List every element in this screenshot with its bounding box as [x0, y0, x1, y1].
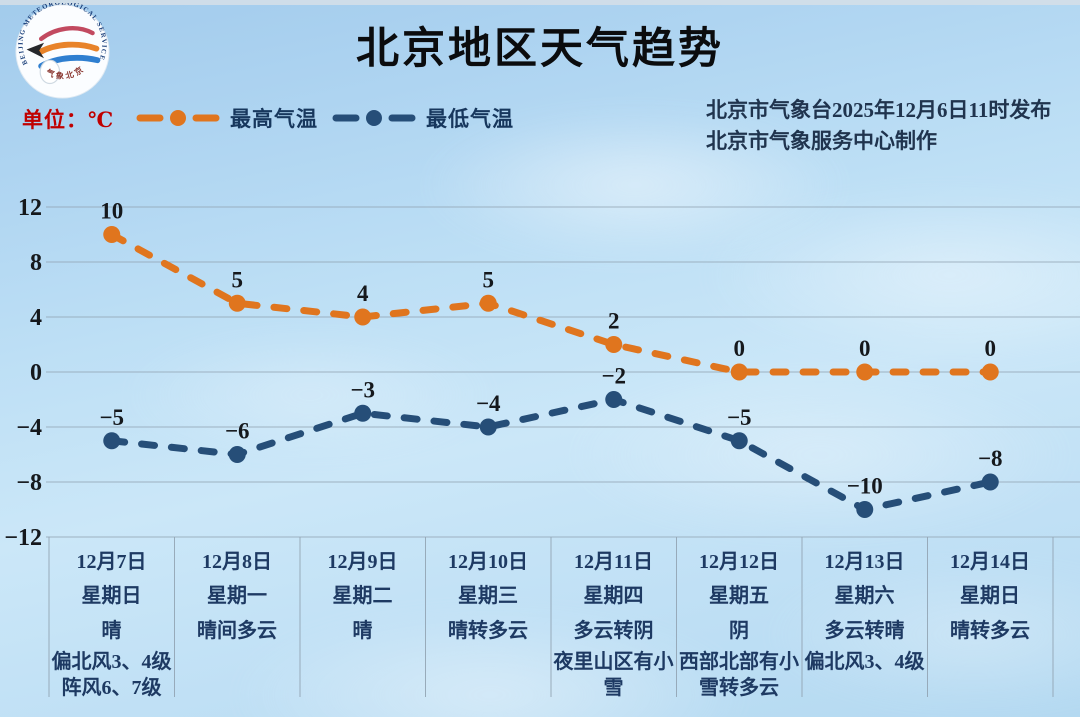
legend-label-low: 最低气温	[426, 107, 514, 131]
high-temp-line-icon	[136, 110, 220, 126]
data-point	[856, 363, 874, 381]
data-point	[103, 432, 121, 450]
legend-item-high: 最高气温	[136, 103, 318, 133]
logo-orange-swoosh	[36, 41, 100, 56]
logo-bulb-icon	[39, 59, 61, 85]
data-label: 10	[100, 199, 123, 224]
y-tick-label: −12	[4, 525, 42, 551]
legend: 最高气温 最低气温	[136, 103, 514, 133]
logo-arrow-icon	[26, 42, 45, 59]
data-point	[730, 363, 748, 381]
data-point	[605, 391, 623, 408]
high-temp-series: 10 5 4 5 2 0 0 0	[100, 199, 999, 381]
y-tick-label: 8	[30, 250, 42, 276]
publisher-info: 北京市气象台2025年12月6日11时发布 北京市气象服务中心制作	[706, 95, 1051, 157]
data-point	[354, 308, 372, 326]
low-temp-series: −5 −6 −3 −4 −2 −5 −10 −8	[99, 364, 1003, 518]
data-point	[479, 418, 497, 436]
table-borders	[48, 537, 1054, 697]
data-label: −5	[727, 405, 752, 430]
publisher-line2: 北京市气象服务中心制作	[706, 129, 937, 153]
data-label: 4	[357, 281, 369, 306]
cloud-shape	[120, 330, 500, 460]
data-point	[103, 226, 121, 243]
legend-label-high: 最高气温	[230, 107, 318, 131]
y-tick-label: 4	[30, 305, 42, 331]
y-axis-labels: 12 8 4 0 −4 −8 −12	[4, 195, 42, 551]
data-label: 5	[483, 267, 495, 292]
data-label: −6	[225, 419, 250, 444]
cloud-shape	[560, 370, 1080, 540]
cloud-shape	[700, 190, 1080, 360]
top-strip	[0, 0, 1080, 5]
y-tick-label: −4	[16, 415, 42, 441]
gridlines	[46, 206, 1080, 538]
cloud-shape	[420, 110, 850, 260]
data-point	[730, 432, 748, 450]
y-tick-label: 0	[30, 360, 42, 386]
data-point	[479, 294, 497, 312]
data-point	[354, 404, 372, 422]
legend-item-low: 最低气温	[332, 103, 514, 133]
data-label: −10	[847, 474, 883, 499]
data-label: 0	[734, 336, 746, 361]
data-point	[981, 473, 999, 491]
data-label: −3	[350, 377, 375, 402]
data-label: −4	[476, 391, 501, 416]
series-line	[108, 396, 994, 513]
logo-red-swoosh	[38, 26, 95, 42]
data-label: 0	[985, 336, 997, 361]
data-point	[605, 336, 623, 353]
data-point	[981, 363, 999, 381]
data-label: −2	[601, 364, 626, 389]
data-label: −8	[978, 446, 1003, 471]
data-label: 0	[859, 336, 871, 361]
unit-label: 单位：℃	[22, 108, 115, 132]
data-point	[228, 294, 246, 312]
series-line	[108, 231, 994, 376]
y-tick-label: 12	[18, 195, 42, 221]
page-title: 北京地区天气趋势	[356, 26, 724, 73]
y-tick-label: −8	[16, 470, 42, 496]
data-label: 2	[608, 309, 620, 334]
low-temp-line-icon	[332, 110, 416, 126]
data-point	[228, 446, 246, 463]
data-label: −5	[99, 405, 124, 430]
data-point	[856, 501, 874, 518]
publisher-line1: 北京市气象台2025年12月6日11时发布	[706, 98, 1052, 122]
data-label: 5	[232, 267, 244, 292]
beijing-meteorological-logo: BEIJING METEOROLOGICAL SERVICE 气象北京	[15, 3, 110, 99]
